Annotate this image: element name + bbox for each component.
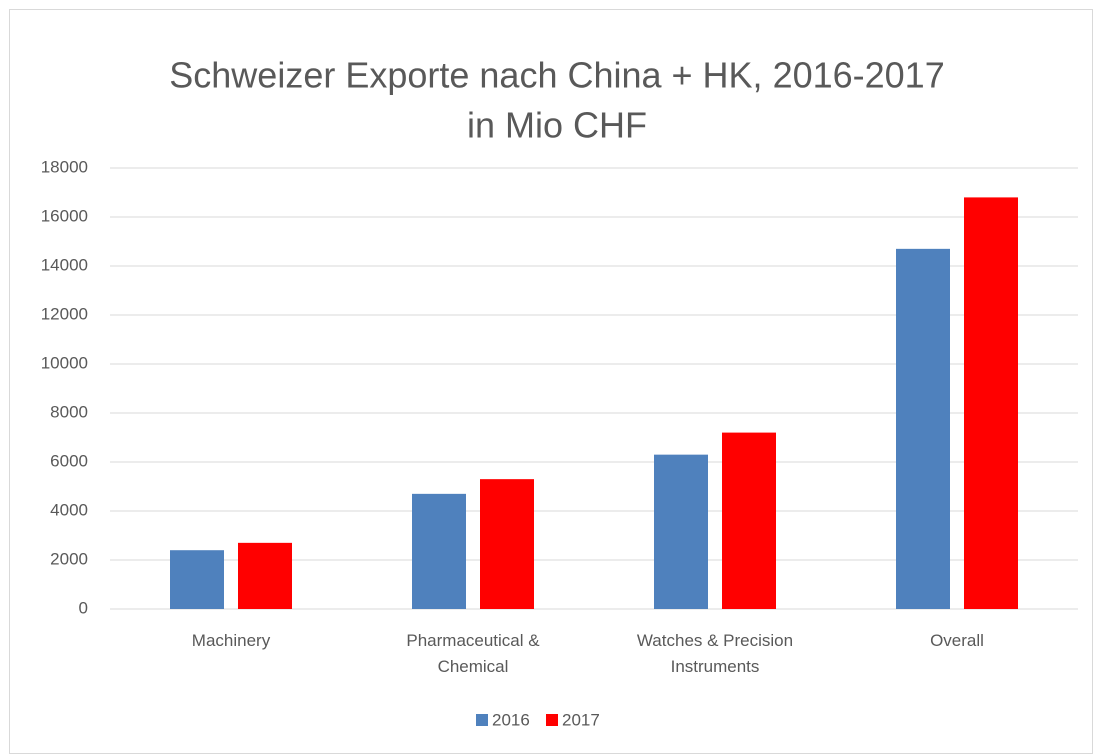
x-tick-label: Pharmaceutical & Chemical <box>406 631 540 676</box>
chart-subtitle: in Mio CHF <box>467 105 647 146</box>
bar <box>480 479 534 609</box>
y-tick-label: 12000 <box>41 304 88 323</box>
y-tick-label: 2000 <box>50 549 88 568</box>
y-tick-label: 14000 <box>41 255 88 274</box>
bar <box>170 550 224 609</box>
legend-label: 2016 <box>492 710 530 729</box>
bar <box>412 493 466 609</box>
y-tick-label: 0 <box>79 598 88 617</box>
bar <box>654 454 708 609</box>
y-tick-label: 10000 <box>41 353 88 372</box>
bar <box>896 248 950 609</box>
chart-title: Schweizer Exporte nach China + HK, 2016-… <box>169 55 944 96</box>
y-tick-label: 18000 <box>41 157 88 176</box>
x-tick-label: Watches & Precision Instruments <box>636 631 794 676</box>
y-tick-label: 16000 <box>41 206 88 225</box>
y-tick-label: 6000 <box>50 451 88 470</box>
y-tick-label: 4000 <box>50 500 88 519</box>
x-tick-label: Overall <box>930 631 984 650</box>
legend-swatch <box>476 714 488 726</box>
bar <box>238 542 292 609</box>
bar <box>722 432 776 609</box>
x-tick-label: Machinery <box>191 631 271 650</box>
bar <box>964 197 1018 609</box>
legend-label: 2017 <box>562 710 600 729</box>
legend-swatch <box>546 714 558 726</box>
y-tick-label: 8000 <box>50 402 88 421</box>
